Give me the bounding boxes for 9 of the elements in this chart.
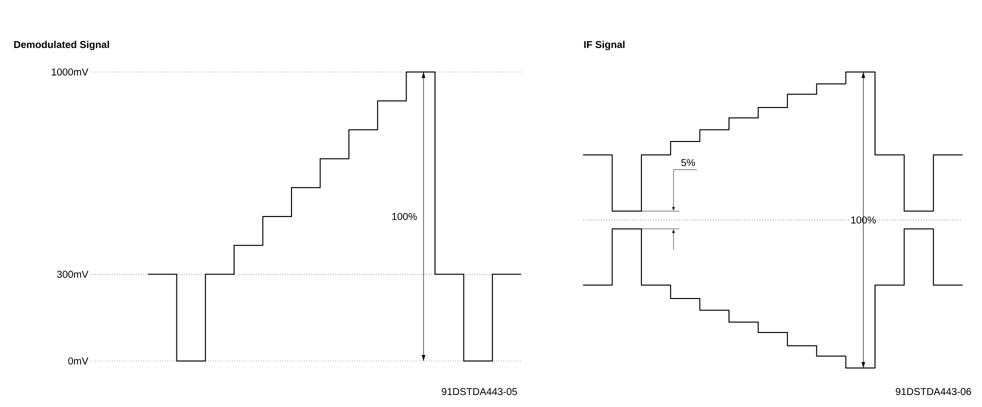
- y-tick-label: 0mV: [68, 357, 88, 365]
- y-tick-label: 1000mV: [52, 68, 88, 76]
- chart-title: Demodulated Signal: [14, 40, 109, 50]
- text: 91DSTDA443-05: [442, 388, 518, 396]
- y-tick-label: 300mV: [57, 270, 88, 278]
- text: 91DSTDA443-06: [896, 388, 972, 396]
- annotation: 5%: [681, 159, 696, 166]
- chart-title: IF Signal: [584, 40, 624, 50]
- annotation: 100%: [392, 212, 417, 220]
